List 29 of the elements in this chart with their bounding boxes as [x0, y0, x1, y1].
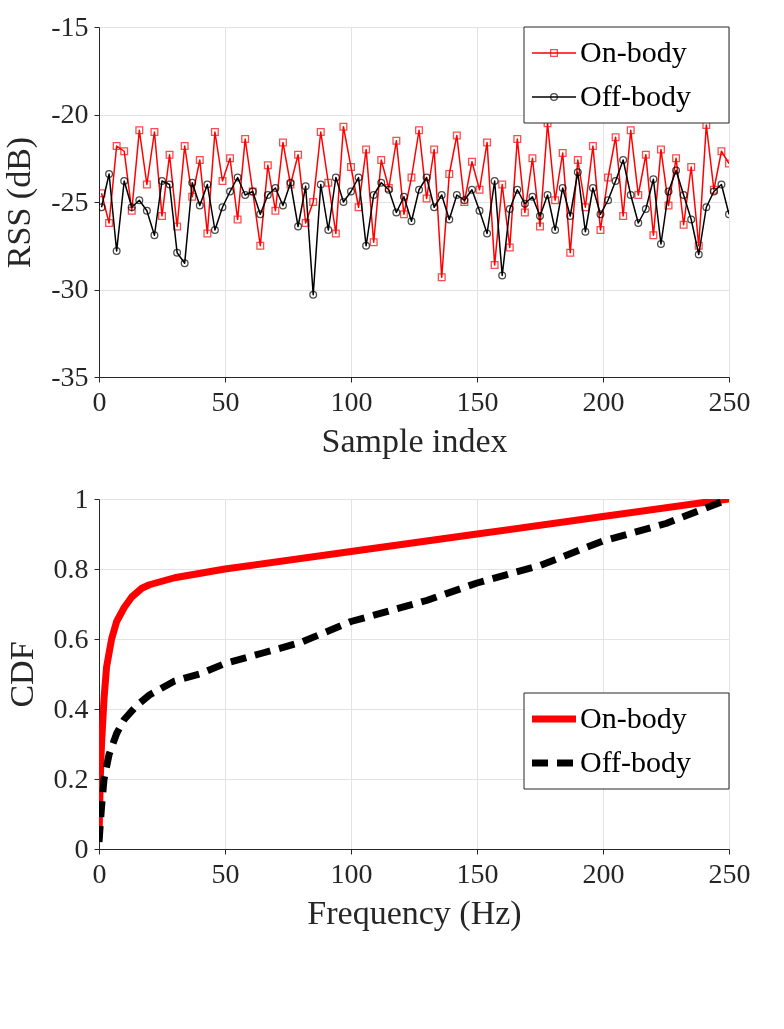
- y-tick-label: -25: [51, 185, 89, 217]
- y-tick-label: -20: [51, 98, 89, 129]
- x-tick-label: 250: [708, 857, 751, 889]
- x-tick-label: 200: [582, 857, 625, 889]
- y-tick-label: 1: [74, 482, 89, 514]
- y-tick-label: -35: [51, 360, 89, 392]
- x-axis-title: Frequency (Hz): [307, 893, 522, 932]
- y-tick-label: -15: [51, 10, 89, 42]
- x-tick-label: 200: [582, 385, 625, 417]
- legend-label: On-body: [580, 35, 687, 68]
- y-axis-title: CDF: [2, 641, 40, 708]
- y-tick-label: 0: [74, 832, 89, 864]
- x-tick-label: 150: [456, 857, 499, 889]
- legend-label: Off-body: [580, 79, 692, 112]
- y-tick-label: 0.8: [53, 552, 89, 584]
- x-tick-label: 50: [211, 857, 240, 889]
- x-tick-label: 100: [330, 857, 373, 889]
- legend-label: On-body: [580, 701, 687, 734]
- x-tick-label: 50: [211, 385, 240, 417]
- x-axis-title: Sample index: [321, 421, 508, 459]
- x-tick-label: 100: [330, 385, 373, 417]
- x-tick-label: 150: [456, 385, 499, 417]
- x-tick-label: 250: [708, 385, 751, 417]
- y-tick-label: 0.6: [53, 622, 89, 654]
- legend-label: Off-body: [580, 745, 692, 778]
- y-tick-label: 0.2: [53, 762, 89, 794]
- y-tick-label: -30: [51, 273, 89, 304]
- y-axis-title: RSS (dB): [0, 136, 39, 269]
- y-tick-label: 0.4: [53, 692, 89, 724]
